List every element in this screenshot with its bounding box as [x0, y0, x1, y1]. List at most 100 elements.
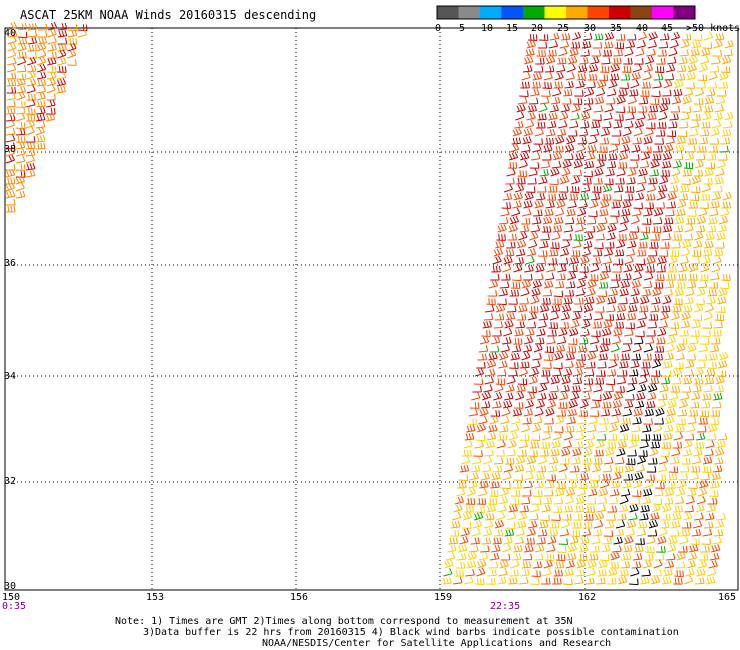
- wind-barb: [575, 80, 585, 89]
- wind-barb: [613, 185, 624, 193]
- scale-tick-40: 40: [636, 23, 648, 34]
- wind-barb: [493, 321, 504, 329]
- wind-barb: [708, 146, 718, 153]
- wind-barb: [674, 153, 684, 161]
- wind-barb: [657, 535, 667, 545]
- wind-barb: [480, 472, 490, 481]
- wind-barb: [539, 240, 549, 249]
- wind-barb: [643, 553, 654, 561]
- wind-barb: [599, 554, 610, 562]
- wind-barb: [517, 450, 527, 457]
- wind-barb: [486, 432, 497, 441]
- wind-barb: [534, 127, 544, 137]
- wind-barb: [614, 528, 625, 537]
- wind-barb: [604, 32, 615, 41]
- wind-barb: [627, 240, 637, 249]
- wind-barb: [621, 417, 631, 425]
- wind-barb: [711, 401, 722, 409]
- wind-barb: [646, 255, 656, 265]
- wind-barb: [564, 568, 574, 577]
- wind-barb: [544, 137, 555, 145]
- wind-barb: [527, 104, 537, 113]
- wind-barb: [619, 495, 629, 505]
- wind-barb: [509, 289, 520, 297]
- wind-barb: [655, 407, 665, 417]
- wind-barb: [515, 455, 526, 465]
- wind-barb: [680, 247, 691, 257]
- wind-barb: [659, 33, 670, 41]
- wind-barb: [721, 129, 732, 137]
- wind-barb: [651, 226, 662, 234]
- wind-barb: [533, 553, 544, 561]
- wind-barb: [57, 57, 67, 66]
- wind-barb: [445, 552, 456, 561]
- wind-barb: [663, 288, 673, 297]
- wind-barb: [558, 538, 568, 546]
- wind-barb: [620, 280, 631, 289]
- wind-barb: [668, 121, 678, 129]
- wind-barb: [541, 90, 551, 97]
- wind-barb: [628, 369, 639, 377]
- wind-barb: [632, 137, 643, 145]
- wind-barb: [602, 256, 612, 265]
- wind-barb: [533, 138, 544, 145]
- wind-barb: [56, 85, 67, 94]
- wind-barb: [15, 112, 26, 122]
- wind-barb: [548, 112, 558, 121]
- scale-swatch: [458, 6, 481, 19]
- wind-barb: [510, 143, 520, 153]
- wind-barb: [644, 408, 655, 417]
- wind-barb: [26, 114, 36, 122]
- wind-barb: [464, 505, 475, 513]
- wind-barb: [643, 418, 653, 425]
- wind-barb: [36, 78, 47, 87]
- wind-barb: [597, 361, 607, 369]
- wind-barb: [497, 298, 507, 306]
- wind-barb: [554, 351, 564, 361]
- wind-barb: [616, 376, 627, 385]
- wind-barb: [508, 504, 518, 513]
- wind-barb: [620, 353, 630, 361]
- wind-barb: [630, 79, 640, 89]
- wind-barb: [588, 210, 598, 218]
- wind-barb: [606, 161, 617, 169]
- wind-barb: [701, 330, 711, 337]
- wind-barb: [674, 570, 684, 578]
- wind-barb: [621, 208, 631, 217]
- wind-barb: [660, 242, 670, 249]
- wind-barb: [572, 98, 583, 105]
- wind-barb: [658, 250, 669, 257]
- wind-barb: [547, 464, 558, 473]
- wind-barb: [586, 287, 596, 297]
- wind-barb: [476, 423, 487, 433]
- wind-barb: [720, 66, 731, 74]
- wind-barb: [683, 439, 693, 449]
- wind-barb: [640, 151, 651, 161]
- wind-barb: [580, 536, 590, 545]
- wind-barb: [634, 58, 644, 65]
- wind-barb: [527, 177, 537, 185]
- wind-barb: [702, 42, 713, 49]
- wind-barb: [522, 208, 532, 217]
- wind-barb: [555, 64, 566, 73]
- wind-barb: [485, 304, 495, 313]
- wind-barb: [625, 112, 635, 121]
- wind-barb: [554, 71, 564, 81]
- wind-barb: [602, 391, 613, 401]
- wind-barb: [489, 345, 500, 353]
- wind-barb: [589, 410, 600, 417]
- wind-barb: [552, 87, 562, 97]
- wind-barb: [704, 240, 714, 249]
- wind-barb: [654, 345, 665, 353]
- wind-barb: [487, 569, 497, 577]
- wind-barb: [553, 569, 563, 577]
- wind-barb: [15, 164, 26, 171]
- wind-barb: [627, 167, 637, 177]
- scale-tick-25: 25: [557, 23, 569, 34]
- wind-barb: [589, 128, 600, 137]
- wind-barb: [692, 520, 703, 529]
- wind-barb: [565, 72, 575, 81]
- wind-barb: [614, 114, 624, 121]
- wind-barb: [484, 449, 494, 457]
- wind-barb: [578, 409, 589, 417]
